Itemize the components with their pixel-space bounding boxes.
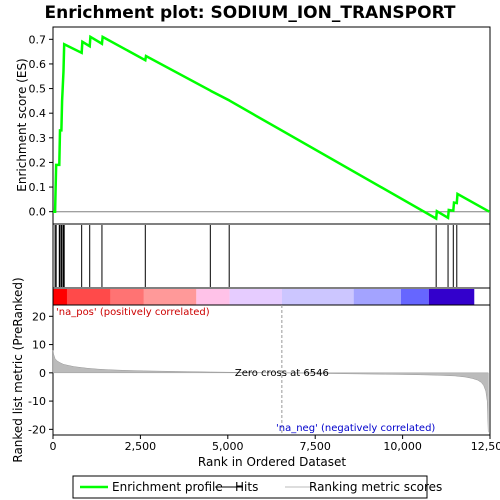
es-y-ticks: 0.0 0.1 0.2 0.3 0.4 0.5 0.6 0.7: [29, 33, 53, 219]
ranking-heat-bar: [53, 289, 475, 305]
heat-bar-segment: [353, 289, 401, 305]
negative-correlation-label: 'na_neg' (negatively correlated): [276, 423, 435, 434]
hits-panel-frame: [52, 223, 491, 289]
es-y-tick-label: 0.1: [29, 181, 47, 194]
heat-bar-segment: [196, 289, 230, 305]
es-y-tick-label: 0.7: [29, 33, 47, 46]
es-y-tick-label: 0.5: [29, 83, 47, 96]
heat-bar-segment: [53, 289, 67, 305]
es-y-tick-label: 0.0: [29, 206, 47, 219]
x-tick-label: 12,500: [471, 440, 500, 453]
heat-bar-segment: [66, 289, 111, 305]
es-y-tick-label: 0.6: [29, 58, 47, 71]
metric-y-tick-label: 10: [32, 339, 46, 352]
x-tick-label: 5,000: [212, 440, 244, 453]
es-y-tick-label: 0.2: [29, 156, 47, 169]
metric-y-tick-label: -20: [28, 423, 46, 436]
x-tick-label: 0: [50, 440, 57, 453]
ranking-metric-area: [52, 350, 489, 433]
metric-y-axis-label: Ranked list metric (PreRanked): [11, 277, 25, 462]
legend-label: Enrichment profile: [112, 480, 223, 494]
x-ticks: 0 2,500 5,000 7,500 10,000 12,500: [50, 435, 500, 453]
metric-y-tick-label: 0: [39, 367, 46, 380]
legend-frame: [72, 475, 428, 499]
chart-title: Enrichment plot: SODIUM_ION_TRANSPORT: [44, 3, 455, 23]
hit-markers: [54, 225, 458, 287]
heat-bar-segment: [110, 289, 144, 305]
legend: Enrichment profile Hits Ranking metric sco…: [80, 480, 442, 494]
enrichment-profile-line: [53, 34, 490, 221]
metric-y-ticks: 20 10 0 -10 -20: [28, 310, 53, 436]
x-axis-label: Rank in Ordered Dataset: [198, 455, 346, 469]
x-tick-label: 2,500: [125, 440, 157, 453]
es-y-tick-label: 0.3: [29, 132, 47, 145]
heat-bar-segment: [229, 289, 282, 305]
metric-y-tick-label: 20: [32, 310, 46, 323]
heat-bar-segment: [428, 289, 475, 305]
x-tick-label: 7,500: [299, 440, 331, 453]
es-y-axis-label: Enrichment score (ES): [15, 58, 29, 191]
es-y-tick-label: 0.4: [29, 107, 47, 120]
x-tick-label: 10,000: [383, 440, 422, 453]
positive-correlation-label: 'na_pos' (positively correlated): [56, 307, 210, 318]
zero-cross-label: Zero cross at 6546: [235, 368, 329, 379]
heat-bar-segment: [143, 289, 197, 305]
heat-bar-segment: [281, 289, 354, 305]
heat-bar-segment: [400, 289, 429, 305]
legend-label: Hits: [235, 480, 258, 494]
metric-y-tick-label: -10: [28, 395, 46, 408]
legend-label: Ranking metric scores: [309, 480, 442, 494]
